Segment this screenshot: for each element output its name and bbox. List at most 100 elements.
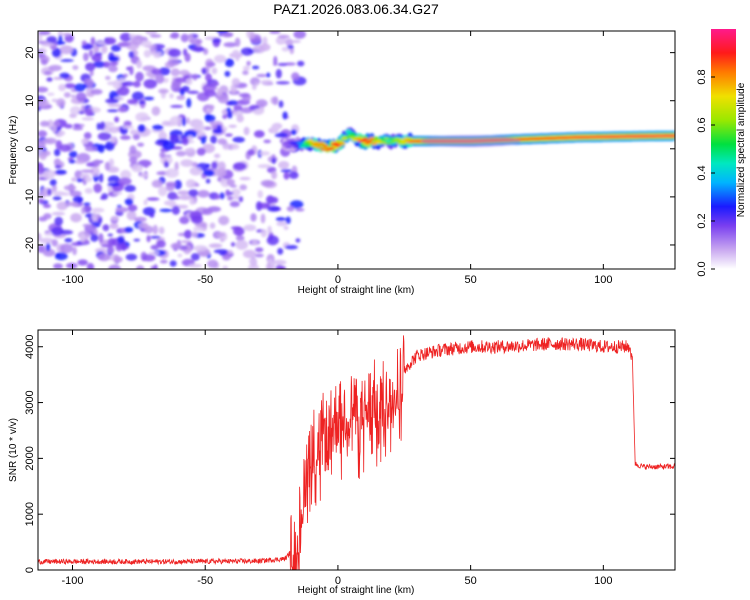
- noise-blob: [225, 189, 230, 197]
- noise-blob: [81, 206, 86, 215]
- noise-blob: [255, 247, 264, 253]
- noise-blob: [291, 40, 301, 43]
- snr-ylabel: SNR (10 * v/v): [8, 418, 19, 482]
- noise-blob: [97, 253, 111, 262]
- noise-blob: [246, 60, 251, 66]
- noise-blob: [263, 139, 272, 144]
- noise-blob: [93, 159, 101, 166]
- noise-blob: [105, 75, 111, 80]
- noise-blob: [275, 217, 286, 222]
- noise-blob: [158, 226, 165, 235]
- noise-blob: [83, 52, 89, 62]
- noise-blob: [239, 176, 251, 181]
- noise-blob: [184, 52, 191, 62]
- noise-blob: [63, 92, 71, 98]
- noise-blob: [190, 38, 203, 45]
- noise-blob: [143, 96, 155, 101]
- noise-blob: [205, 163, 211, 168]
- noise-blob: [79, 173, 90, 178]
- snr-frame: [37, 329, 676, 571]
- noise-blob: [77, 197, 83, 203]
- ridge-segment: [345, 129, 352, 135]
- noise-blob: [129, 145, 137, 155]
- noise-blob: [168, 48, 181, 58]
- noise-blob: [211, 82, 220, 86]
- noise-blob: [233, 162, 247, 171]
- noise-blob: [120, 135, 131, 140]
- noise-blob: [165, 168, 179, 178]
- noise-blob: [217, 94, 229, 104]
- noise-blob: [266, 262, 272, 269]
- noise-blob: [226, 110, 233, 119]
- noise-blob: [124, 198, 134, 206]
- spectrogram-ytick-label: -10: [24, 189, 36, 205]
- noise-blob: [108, 55, 120, 62]
- noise-blob: [189, 198, 196, 205]
- noise-blob: [192, 226, 206, 232]
- noise-blob: [257, 202, 271, 209]
- noise-blob: [163, 200, 177, 206]
- noise-blob: [208, 104, 215, 110]
- noise-blob: [274, 132, 288, 138]
- noise-blob: [171, 205, 180, 215]
- noise-blob: [42, 169, 56, 180]
- noise-blob: [169, 93, 174, 99]
- noise-blob: [295, 208, 305, 212]
- noise-blob: [170, 68, 180, 77]
- spectrogram-xtick-label: -50: [197, 274, 213, 286]
- colorbar-label: Normalized spectral amplitude: [736, 82, 747, 217]
- noise-blob: [62, 32, 71, 37]
- noise-blob: [143, 79, 158, 89]
- noise-blob: [177, 190, 190, 196]
- noise-blob: [127, 204, 138, 212]
- noise-blob: [224, 70, 231, 77]
- spectrogram-ytick-label: 20: [24, 47, 36, 59]
- colorbar-ticks: 0.0 0.2 0.4 0.6 0.8: [696, 69, 715, 277]
- ridge-segment: [328, 147, 335, 150]
- noise-blob: [48, 64, 62, 72]
- noise-blob: [153, 264, 158, 269]
- noise-blob: [178, 195, 193, 201]
- noise-blob: [120, 169, 132, 180]
- noise-blob: [243, 224, 257, 232]
- noise-blob: [176, 95, 186, 100]
- noise-blob: [84, 187, 93, 194]
- ridge-segment: [300, 144, 307, 147]
- noise-blob: [72, 65, 79, 70]
- ridge-halo: [420, 135, 521, 148]
- noise-blob: [107, 245, 115, 255]
- noise-blob: [90, 234, 99, 242]
- noise-blob: [108, 158, 115, 167]
- ridge-segment: [339, 141, 346, 145]
- noise-blob: [272, 259, 287, 265]
- noise-blob: [269, 31, 281, 34]
- noise-blob: [75, 160, 86, 165]
- noise-blob: [165, 181, 177, 187]
- noise-blob: [188, 189, 199, 197]
- noise-blob: [45, 242, 51, 252]
- noise-blob: [293, 31, 306, 39]
- noise-blob: [222, 114, 228, 120]
- noise-blob: [70, 213, 82, 223]
- noise-blob: [43, 137, 57, 145]
- noise-blob: [93, 183, 102, 193]
- noise-blob: [146, 235, 151, 243]
- noise-blob: [158, 186, 168, 197]
- noise-blob: [277, 34, 290, 39]
- noise-blob: [153, 53, 161, 59]
- noise-blob: [61, 192, 70, 196]
- noise-blob: [238, 93, 250, 98]
- noise-blob: [58, 130, 66, 136]
- noise-blob: [238, 196, 244, 203]
- noise-blob: [96, 122, 101, 131]
- noise-blob: [215, 232, 226, 238]
- noise-blob: [232, 136, 245, 143]
- noise-blob: [275, 264, 284, 269]
- noise-blob: [212, 38, 222, 43]
- noise-blob: [145, 31, 158, 36]
- snr-xtick-label: 0: [335, 575, 341, 587]
- noise-blob: [84, 176, 93, 183]
